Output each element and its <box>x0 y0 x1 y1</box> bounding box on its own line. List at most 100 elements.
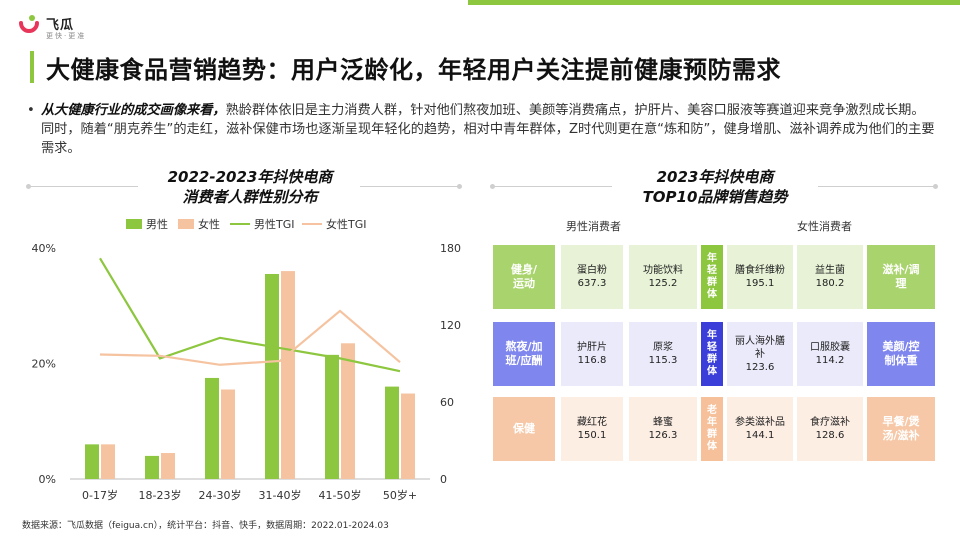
right-title-line-left <box>492 186 612 187</box>
product-value: 114.2 <box>815 355 845 366</box>
product-name-line: 蜂蜜 <box>653 417 673 428</box>
left-title-line-left <box>28 186 138 187</box>
brand-logo: 飞瓜 更快·更准 <box>18 12 138 42</box>
product-value: 637.3 <box>577 278 607 289</box>
product-cell: 益生菌 180.2 <box>797 245 863 309</box>
left-title-line-right <box>360 186 460 187</box>
legend-female-tgi: 女性TGI <box>302 216 367 232</box>
product-name: 丽人海外膳补 <box>735 335 785 361</box>
legend-female-tgi-swatch <box>302 223 322 225</box>
product-name-line: 食疗滋补 <box>810 417 850 428</box>
x-tick-label: 50岁+ <box>383 488 417 502</box>
x-tick-label: 24-30岁 <box>199 488 242 502</box>
top-accent-bar <box>468 0 960 5</box>
male-consumers-header: 男性消费者 <box>566 220 621 233</box>
left-title-dot-left <box>26 184 31 189</box>
age-group-tag: 年轻群体 <box>701 322 723 386</box>
product-cell: 蜂蜜 126.3 <box>629 397 697 461</box>
female-bar <box>161 453 175 479</box>
y-left-tick-label: 0% <box>39 473 56 486</box>
male-bar <box>325 354 339 479</box>
male-category-tag: 健身/运动 <box>493 245 555 309</box>
y-right-tick-label: 120 <box>440 319 461 332</box>
age-group-tag: 老年群体 <box>701 397 723 461</box>
x-tick-label: 41-50岁 <box>319 488 362 502</box>
female-bar <box>341 343 355 479</box>
age-group-label-line: 群 <box>707 277 717 288</box>
summary-body: 熟龄群体依旧是主力消费人群，针对他们熬夜加班、美颜等消费痛点，护肝片、美容口服液… <box>41 103 935 156</box>
female-category-tag: 早餐/煲 汤/滋补 <box>867 397 935 461</box>
product-value: 144.1 <box>745 430 775 441</box>
category-label-line: 汤/滋补 <box>882 429 920 442</box>
age-group-label: 老年群体 <box>707 405 717 453</box>
age-group-label-line: 老 <box>707 405 717 416</box>
product-cell: 膳食纤维粉 195.1 <box>727 245 793 309</box>
female-category-tag: 滋补/调理 <box>867 245 935 309</box>
category-label: 健身/运动 <box>511 263 537 291</box>
female-consumers-header: 女性消费者 <box>797 220 852 233</box>
right-chart-title: 2023年抖快电商 TOP10品牌销售趋势 <box>612 167 818 207</box>
legend-female-label: 女性 <box>198 218 220 231</box>
legend-male-swatch <box>126 219 142 229</box>
left-chart-title: 2022-2023年抖快电商 消费者人群性别分布 <box>140 167 360 207</box>
product-name-line: 蛋白粉 <box>577 265 607 276</box>
male-bar <box>145 455 159 479</box>
product-name: 膳食纤维粉 <box>735 264 785 277</box>
gender-distribution-chart: 0% 20% 40% 0 60 120 180 0-17岁 18-23岁 24-30岁 31-40岁… <box>32 242 461 502</box>
product-name: 蜂蜜 <box>653 416 673 429</box>
product-name-line: 补 <box>755 348 765 360</box>
right-title-line-right <box>818 186 936 187</box>
product-cell: 原浆 115.3 <box>629 322 697 386</box>
product-name-line: 参类滋补品 <box>735 417 785 428</box>
female-category-tag: 美颜/控 制体重 <box>867 322 935 386</box>
category-label-line: 班/应酬 <box>505 354 543 367</box>
product-value: 125.2 <box>648 278 678 289</box>
right-chart-title-line2: TOP10品牌销售趋势 <box>642 188 788 206</box>
product-name: 原浆 <box>653 341 673 354</box>
age-group-label-line: 体 <box>707 289 717 300</box>
category-label: 滋补/调理 <box>882 263 919 291</box>
category-label: 美颜/控 制体重 <box>882 340 919 368</box>
category-label-line: 制体重 <box>884 354 918 367</box>
product-name-line: 益生菌 <box>815 265 845 276</box>
x-tick-label: 31-40岁 <box>259 488 302 502</box>
product-cell: 功能饮料 125.2 <box>629 245 697 309</box>
female-bar <box>401 393 415 479</box>
y-right-tick-label: 60 <box>440 396 454 409</box>
product-cell: 蛋白粉 637.3 <box>561 245 623 309</box>
logo-icon <box>19 15 39 33</box>
category-label-line: 保健 <box>513 422 535 435</box>
legend-male-tgi: 男性TGI <box>230 216 295 232</box>
age-group-label-line: 群 <box>707 354 717 365</box>
category-label-line: 熬夜/加 <box>505 340 543 353</box>
y-right-tick-label: 0 <box>440 473 447 486</box>
age-group-label-line: 轻 <box>707 342 717 353</box>
category-label: 保健 <box>513 422 535 436</box>
product-value: 115.3 <box>648 355 678 366</box>
summary-lead: 从大健康行业的成交画像来看， <box>41 103 226 118</box>
product-cell: 藏红花 150.1 <box>561 397 623 461</box>
category-label: 早餐/煲 汤/滋补 <box>882 415 919 443</box>
product-name: 藏红花 <box>577 416 607 429</box>
x-tick-label: 18-23岁 <box>139 488 182 502</box>
logo-subtitle: 更快·更准 <box>46 32 87 40</box>
product-name: 参类滋补品 <box>735 416 785 429</box>
y-right-tick-label: 180 <box>440 242 461 255</box>
age-group-label-line: 年 <box>707 330 717 341</box>
product-value: 180.2 <box>815 278 845 289</box>
legend-male-tgi-label: 男性TGI <box>254 218 295 231</box>
product-name-line: 护肝片 <box>577 342 607 353</box>
legend-male: 男性 <box>126 216 168 232</box>
age-group-tag: 年轻群体 <box>701 245 723 309</box>
category-label-line: 运动 <box>513 277 535 290</box>
legend-female: 女性 <box>178 216 220 232</box>
age-group-label-line: 年 <box>707 253 717 264</box>
left-chart-title-line1: 2022-2023年抖快电商 <box>167 168 333 186</box>
male-bar <box>265 273 279 479</box>
right-title-dot-right <box>933 184 938 189</box>
age-group-label: 年轻群体 <box>707 253 717 301</box>
category-label-line: 美颜/控 <box>882 340 920 353</box>
age-group-label-line: 体 <box>707 366 717 377</box>
product-name-line: 功能饮料 <box>643 265 683 276</box>
male-category-tag: 熬夜/加 班/应酬 <box>493 322 555 386</box>
